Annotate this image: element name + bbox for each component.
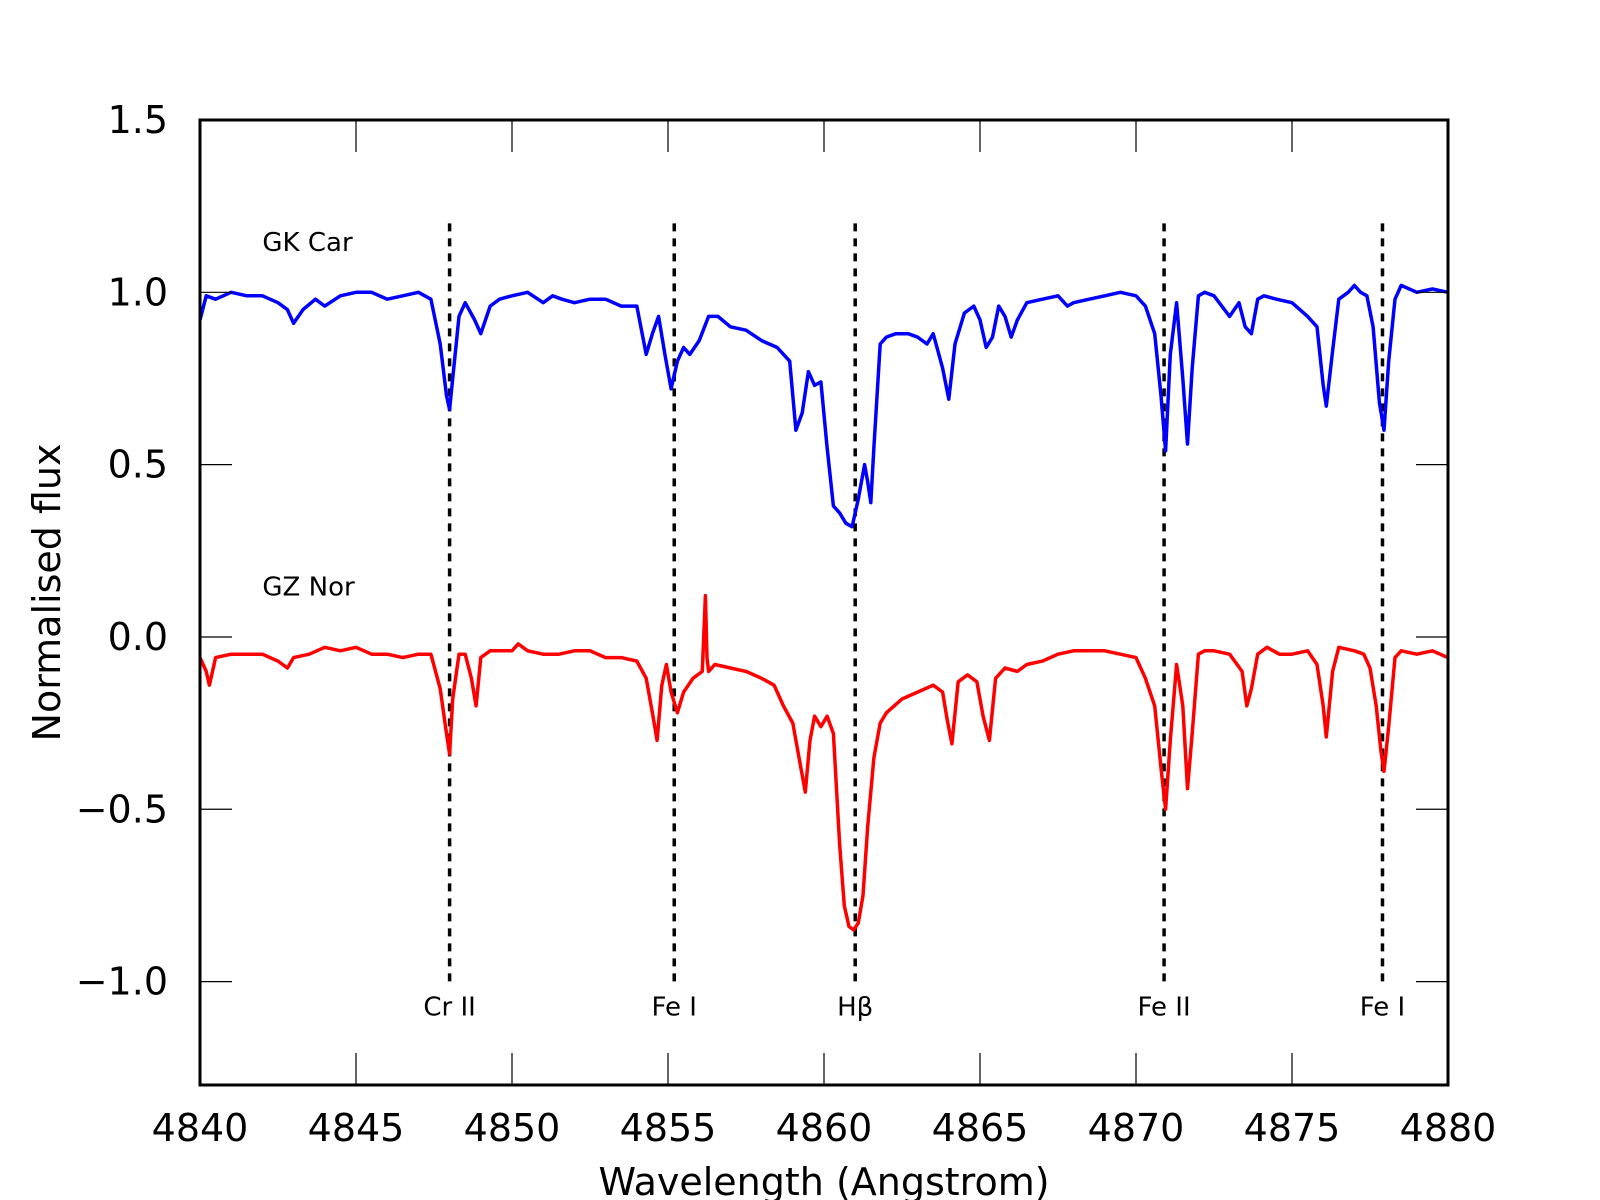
x-tick-label: 4840 xyxy=(152,1106,249,1150)
plot-frame xyxy=(198,118,1450,1087)
y-tick-label: 1.0 xyxy=(108,270,168,314)
chart-labels: Cr II Fe I Hβ Fe II Fe I GK Car GZ Nor xyxy=(262,228,1405,1023)
axis-ticks: 4840 4845 4850 4855 4860 4865 4870 4875 4880 1.5 1… xyxy=(76,98,1497,1150)
line-label: Cr II xyxy=(423,993,475,1023)
series-line xyxy=(198,283,1449,529)
series-line xyxy=(198,593,1449,932)
y-tick-label: 0.0 xyxy=(108,615,168,659)
y-tick-label: 0.5 xyxy=(108,443,168,487)
x-tick-label: 4845 xyxy=(308,1106,405,1150)
series-label: GZ Nor xyxy=(262,573,355,603)
line-label: Fe I xyxy=(1360,993,1405,1023)
series-label: GK Car xyxy=(262,228,353,258)
x-tick-label: 4860 xyxy=(776,1106,873,1150)
x-tick-label: 4875 xyxy=(1244,1106,1341,1150)
x-tick-label: 4870 xyxy=(1088,1106,1185,1150)
y-tick-label: −1.0 xyxy=(76,960,168,1004)
y-tick-label: −0.5 xyxy=(76,787,168,831)
line-label: Fe II xyxy=(1138,993,1191,1023)
x-tick-label: 4865 xyxy=(932,1106,1029,1150)
reference-lines xyxy=(447,223,1385,982)
line-label: Fe I xyxy=(652,993,697,1023)
y-tick-label: 1.5 xyxy=(108,98,168,142)
x-tick-label: 4850 xyxy=(464,1106,561,1150)
x-tick-label: 4880 xyxy=(1400,1106,1497,1150)
line-label: Hβ xyxy=(837,993,873,1023)
y-axis-label: Normalised flux xyxy=(25,444,69,742)
x-axis-label: Wavelength (Angstrom) xyxy=(598,1160,1049,1200)
x-tick-label: 4855 xyxy=(620,1106,717,1150)
spectrum-series xyxy=(198,283,1449,932)
